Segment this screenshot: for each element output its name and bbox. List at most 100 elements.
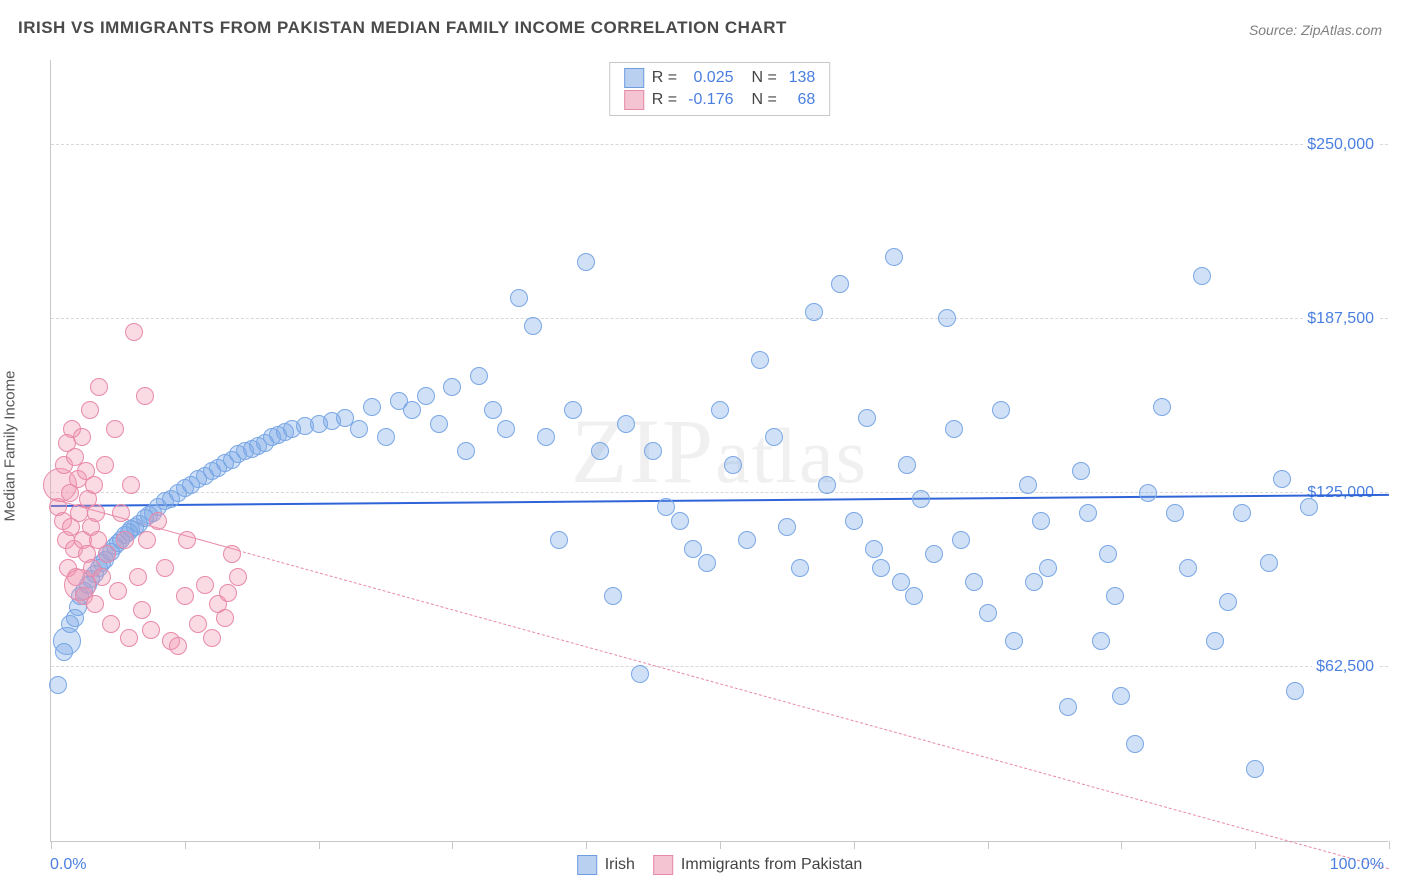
x-tick: [51, 841, 52, 849]
data-point: [1059, 698, 1077, 716]
data-point: [403, 401, 421, 419]
legend-item-0: Irish: [577, 855, 635, 875]
data-point: [1019, 476, 1037, 494]
data-point: [216, 609, 234, 627]
data-point: [992, 401, 1010, 419]
data-point: [129, 568, 147, 586]
data-point: [1260, 554, 1278, 572]
data-point: [1286, 682, 1304, 700]
x-axis-min-label: 0.0%: [50, 856, 86, 874]
x-tick: [185, 841, 186, 849]
data-point: [136, 387, 154, 405]
data-point: [1219, 593, 1237, 611]
data-point: [1166, 504, 1184, 522]
scatter-plot-area: ZIPatlas R = 0.025 N = 138 R = -0.176 N …: [50, 60, 1388, 842]
data-point: [417, 387, 435, 405]
data-point: [845, 512, 863, 530]
data-point: [510, 289, 528, 307]
legend-bottom-swatch-1: [653, 855, 673, 875]
data-point: [898, 456, 916, 474]
data-point: [631, 665, 649, 683]
data-point: [711, 401, 729, 419]
gridline-y: [51, 666, 1388, 667]
data-point: [1153, 398, 1171, 416]
data-point: [872, 559, 890, 577]
data-point: [952, 531, 970, 549]
data-point: [350, 420, 368, 438]
data-point: [1025, 573, 1043, 591]
data-point: [90, 378, 108, 396]
data-point: [176, 587, 194, 605]
data-point: [1300, 498, 1318, 516]
source-attribution: Source: ZipAtlas.com: [1249, 22, 1382, 38]
legend-row-series-0: R = 0.025 N = 138: [624, 67, 816, 89]
data-point: [138, 531, 156, 549]
x-axis-max-label: 100.0%: [1330, 856, 1384, 874]
legend-bottom-swatch-0: [577, 855, 597, 875]
data-point: [377, 428, 395, 446]
data-point: [223, 545, 241, 563]
data-point: [1005, 632, 1023, 650]
data-point: [178, 531, 196, 549]
data-point: [925, 545, 943, 563]
x-tick: [720, 841, 721, 849]
data-point: [229, 568, 247, 586]
data-point: [831, 275, 849, 293]
x-tick: [1255, 841, 1256, 849]
data-point: [156, 559, 174, 577]
data-point: [457, 442, 475, 460]
data-point: [1039, 559, 1057, 577]
data-point: [363, 398, 381, 416]
data-point: [604, 587, 622, 605]
x-tick: [452, 841, 453, 849]
data-point: [87, 504, 105, 522]
data-point: [644, 442, 662, 460]
data-point: [49, 676, 67, 694]
data-point: [102, 615, 120, 633]
data-point: [93, 568, 111, 586]
data-point: [1106, 587, 1124, 605]
gridline-y: [51, 492, 1388, 493]
data-point: [724, 456, 742, 474]
data-point: [979, 604, 997, 622]
data-point: [1206, 632, 1224, 650]
legend-label-1: Immigrants from Pakistan: [681, 856, 862, 874]
data-point: [671, 512, 689, 530]
data-point: [564, 401, 582, 419]
data-point: [818, 476, 836, 494]
data-point: [484, 401, 502, 419]
data-point: [203, 629, 221, 647]
data-point: [965, 573, 983, 591]
data-point: [617, 415, 635, 433]
series-legend: Irish Immigrants from Pakistan: [577, 855, 863, 875]
data-point: [591, 442, 609, 460]
data-point: [938, 309, 956, 327]
data-point: [698, 554, 716, 572]
legend-label-0: Irish: [605, 856, 635, 874]
data-point: [1072, 462, 1090, 480]
data-point: [885, 248, 903, 266]
data-point: [1193, 267, 1211, 285]
y-tick-label: $250,000: [1303, 136, 1378, 154]
legend-item-1: Immigrants from Pakistan: [653, 855, 862, 875]
data-point: [443, 378, 461, 396]
legend-swatch-1: [624, 90, 644, 110]
data-point: [577, 253, 595, 271]
data-point: [86, 595, 104, 613]
data-point: [96, 456, 114, 474]
x-tick: [1389, 841, 1390, 849]
data-point: [149, 512, 167, 530]
data-point: [912, 490, 930, 508]
data-point: [112, 504, 130, 522]
data-point: [865, 540, 883, 558]
data-point: [219, 584, 237, 602]
data-point: [1273, 470, 1291, 488]
data-point: [738, 531, 756, 549]
data-point: [1032, 512, 1050, 530]
data-point: [1112, 687, 1130, 705]
legend-swatch-0: [624, 68, 644, 88]
data-point: [751, 351, 769, 369]
data-point: [765, 428, 783, 446]
data-point: [133, 601, 151, 619]
data-point: [805, 303, 823, 321]
